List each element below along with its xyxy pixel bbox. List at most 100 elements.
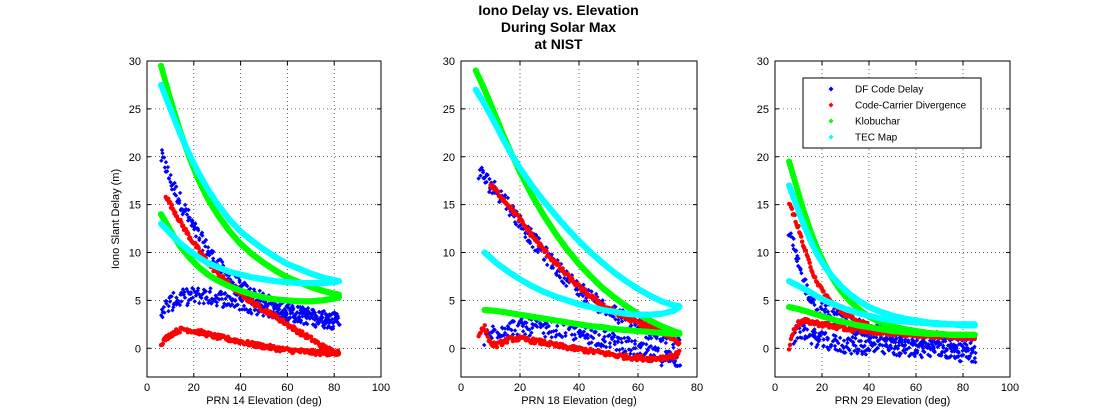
data-point bbox=[613, 317, 618, 322]
data-point bbox=[563, 333, 568, 339]
data-point bbox=[583, 335, 588, 341]
data-point bbox=[677, 340, 682, 346]
data-point bbox=[670, 342, 676, 347]
data-point bbox=[569, 332, 575, 337]
data-point bbox=[248, 286, 253, 291]
data-point bbox=[180, 212, 185, 217]
data-point bbox=[616, 317, 621, 323]
data-point bbox=[543, 334, 548, 340]
data-point bbox=[648, 352, 653, 358]
title-line-1: Iono Delay vs. Elevation bbox=[478, 2, 639, 18]
data-point bbox=[243, 306, 249, 312]
data-point bbox=[971, 331, 978, 338]
data-point bbox=[557, 275, 563, 280]
data-point bbox=[617, 347, 622, 353]
data-point bbox=[239, 307, 245, 312]
data-point bbox=[193, 234, 199, 239]
data-point bbox=[524, 320, 529, 325]
y-tick-label: 20 bbox=[129, 152, 141, 164]
data-point bbox=[186, 207, 191, 213]
data-point bbox=[642, 352, 647, 357]
x-tick-label: 40 bbox=[573, 382, 585, 394]
data-point bbox=[192, 299, 197, 304]
data-point bbox=[655, 348, 660, 353]
data-point bbox=[616, 335, 622, 341]
data-point bbox=[564, 283, 569, 289]
data-point bbox=[492, 179, 497, 184]
chart-title: Iono Delay vs. Elevation During Solar Ma… bbox=[0, 2, 1117, 53]
data-point bbox=[166, 196, 171, 202]
data-point bbox=[530, 244, 535, 250]
data-point bbox=[169, 294, 174, 299]
data-point bbox=[301, 307, 306, 313]
data-point bbox=[485, 172, 490, 178]
data-point bbox=[611, 335, 616, 340]
data-point bbox=[524, 324, 529, 330]
y-axis-label: Iono Slant Delay (m) bbox=[110, 169, 122, 269]
data-point bbox=[336, 351, 342, 357]
data-point bbox=[168, 172, 173, 178]
series-tec-map bbox=[157, 81, 342, 285]
data-point bbox=[312, 322, 318, 328]
data-point bbox=[619, 319, 625, 324]
data-point bbox=[505, 195, 511, 201]
data-point bbox=[593, 329, 599, 335]
data-point bbox=[559, 334, 565, 340]
data-point bbox=[186, 231, 191, 237]
data-point bbox=[646, 336, 651, 342]
title-line-2: During Solar Max bbox=[500, 19, 617, 35]
data-point bbox=[553, 334, 558, 339]
data-point bbox=[803, 248, 809, 253]
data-point bbox=[643, 335, 649, 340]
data-point bbox=[235, 302, 240, 308]
data-point bbox=[162, 310, 167, 315]
data-point bbox=[591, 335, 596, 341]
data-point bbox=[327, 319, 333, 324]
data-point bbox=[572, 326, 577, 331]
data-point bbox=[561, 281, 566, 286]
data-point bbox=[171, 290, 176, 296]
data-point bbox=[495, 189, 501, 194]
data-point bbox=[200, 233, 205, 238]
data-point bbox=[607, 332, 612, 338]
data-point bbox=[162, 165, 168, 170]
data-point bbox=[602, 334, 607, 340]
data-point bbox=[177, 198, 182, 203]
data-point bbox=[160, 150, 165, 156]
data-point bbox=[316, 320, 322, 325]
data-point bbox=[294, 318, 300, 323]
data-point bbox=[541, 323, 546, 328]
data-point bbox=[296, 314, 302, 320]
data-point bbox=[197, 237, 202, 243]
data-point bbox=[628, 348, 634, 353]
data-point bbox=[173, 193, 179, 198]
data-point bbox=[210, 258, 216, 264]
data-point bbox=[492, 327, 497, 332]
data-point bbox=[177, 190, 183, 196]
data-point bbox=[555, 323, 560, 329]
data-point bbox=[615, 339, 620, 345]
data-point bbox=[190, 295, 196, 300]
data-point bbox=[167, 299, 173, 304]
data-point bbox=[265, 303, 270, 309]
data-point bbox=[482, 323, 487, 328]
x-tick-label: 0 bbox=[458, 382, 464, 394]
data-point bbox=[291, 306, 296, 312]
plot-frame bbox=[146, 60, 382, 378]
data-point bbox=[585, 335, 590, 341]
data-point bbox=[584, 298, 589, 304]
data-point bbox=[632, 341, 638, 347]
data-point bbox=[588, 334, 594, 339]
data-point bbox=[581, 282, 586, 288]
data-point bbox=[195, 288, 200, 293]
data-point bbox=[519, 318, 524, 324]
data-point bbox=[188, 290, 194, 295]
data-point bbox=[190, 218, 195, 223]
data-point bbox=[201, 301, 206, 306]
data-point bbox=[607, 312, 613, 318]
data-point bbox=[577, 331, 582, 337]
data-point bbox=[332, 311, 337, 317]
data-point bbox=[554, 272, 559, 278]
